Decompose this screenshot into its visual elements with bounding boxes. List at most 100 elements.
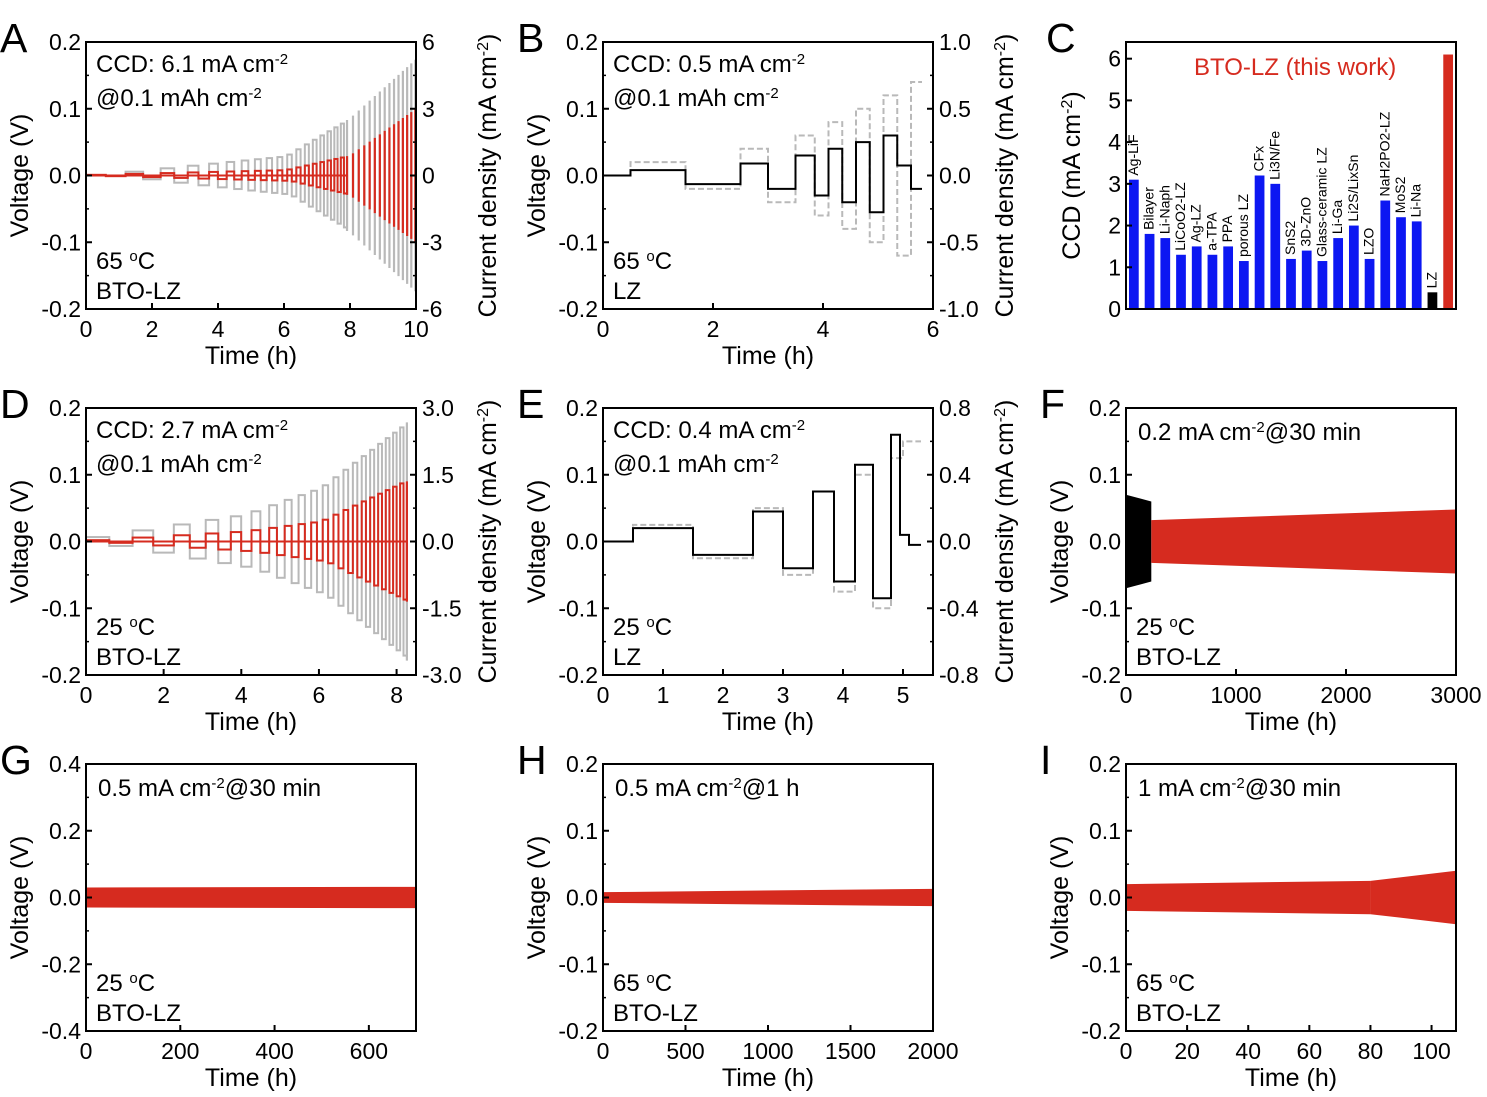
annotation-text: @1 h [742,775,800,802]
annotation-condition: 1 mA cm-2@30 min [1138,775,1341,803]
annotation-text: @0.1 mAh cm [613,85,765,112]
x-tick-label: 0 [1120,682,1133,708]
y-tick-label: 0.2 [1089,751,1121,777]
y-axis-label: CCD (mA cm-2) [1058,91,1086,259]
y-tick-label: -0.1 [558,229,598,255]
cycle-step [276,169,284,177]
voltage-band [1370,870,1456,925]
y2-tick-label: 6 [422,29,435,55]
cycle-step [384,489,391,543]
cycle-step [290,540,300,585]
annotation-text: CCD: 0.4 mA cm [613,417,792,444]
x-axis-label: Time (h) [1245,1064,1337,1092]
bar [1254,175,1265,309]
cycle-step [377,492,383,543]
annotation-temperature: 25 oC [613,614,672,642]
annotation-superscript: o [129,614,137,631]
bar [1380,200,1391,309]
axis-label-text: ) [1058,91,1086,99]
cycle-step [186,164,200,177]
panel-label: I [1040,737,1051,783]
cycle-step [142,174,162,179]
annotation-superscript: -2 [248,451,261,468]
cycle-step [360,500,367,543]
y2-tick-label: 1.0 [939,29,971,55]
x-tick-label: 1 [657,682,670,708]
annotation-superscript: o [129,970,137,987]
y-tick-label: 1 [1108,254,1121,280]
axis-label-text: Current density (mA cm [991,422,1019,683]
panel-label: G [0,737,32,783]
panel-A: -0.2 -0.1 0.0 0.1 0.2 -6 -3 0 3 6 0 2 4 6 8 10 Time (h) V… [0,15,502,370]
bar-label: LZ [1423,272,1439,289]
annotation-superscript: -2 [792,417,805,434]
annotation-superscript: -2 [792,51,805,68]
bar-label: LiCoO2-LZ [1172,182,1188,251]
y-tick-label: 0.2 [566,395,598,421]
annotation-sample: BTO-LZ [613,1000,698,1027]
axis-label-text: CCD (mA cm [1058,114,1086,260]
bar-label: SnS2 [1282,220,1298,254]
cycle-step [271,174,279,182]
x-tick-label: 3 [777,682,790,708]
cycle-step [297,523,306,543]
y-tick-label: -0.2 [558,662,598,688]
bar-label: CFx [1251,146,1267,172]
cycle-step [339,156,345,177]
annotation-text: @0.1 mAh cm [613,451,765,478]
x-tick-label: 2 [146,316,159,342]
cycle-step [307,174,314,187]
y2-axis-label: Current density (mA cm-2) [991,400,1019,684]
annotation-sample: BTO-LZ [96,1000,181,1027]
y-axis-label: Voltage (V) [523,480,551,604]
annotation-superscript: -2 [728,775,741,792]
cycle-step [303,164,310,177]
y2-axis-label: Current density (mA cm-2) [474,34,502,318]
bar-label: LZO [1361,228,1377,255]
y-tick-label: 0.1 [49,96,81,122]
x-tick-label: 1500 [825,1038,876,1064]
annotation-capacity: @0.1 mAh cm-2 [96,451,262,479]
bar-label: 3D-ZnO [1298,197,1314,247]
annotation-text: C [655,248,672,275]
x-tick-label: 4 [817,316,830,342]
cycle-step [204,518,220,543]
annotation-temperature: 25 oC [96,614,155,642]
voltage-band [1151,509,1456,574]
x-tick-label: 0 [80,1038,93,1064]
x-tick-label: 2 [157,682,170,708]
annotation-superscript: -2 [275,417,288,434]
voltage-band [86,886,416,909]
annotation-sample: BTO-LZ [96,278,181,305]
annotation-superscript: -2 [1231,775,1244,792]
voltage-band [1126,880,1371,915]
bar [1128,179,1139,309]
cycle-step [173,174,189,179]
annotation-temperature: 65 oC [613,248,672,276]
cycle-step [173,174,189,184]
cycle-step [216,174,228,181]
annotation-superscript: o [646,614,654,631]
plot-frame [1125,41,1457,310]
y-tick-label: 3 [1108,171,1121,197]
cycle-step [265,169,274,177]
annotation-superscript: o [646,248,654,265]
y-tick-label: 0.0 [566,885,598,911]
y-tick-label: -0.2 [558,296,598,322]
annotation-temperature: 65 oC [613,970,672,998]
x-tick-label: 0 [597,316,610,342]
annotation-superscript: o [646,970,654,987]
cycle-step [369,496,376,543]
x-tick-label: 2000 [907,1038,958,1064]
bar-label: Li-Ga [1329,200,1345,234]
bar-label: Bilayer [1141,187,1157,230]
x-tick-label: 20 [1174,1038,1200,1064]
voltage-series [603,134,922,214]
cycle-step [108,540,134,544]
y-tick-label: 0.2 [49,818,81,844]
y-tick-label: -0.2 [41,951,81,977]
cycle-step [217,540,232,551]
y2-tick-label: -3.0 [422,662,462,688]
bar [1301,250,1312,309]
annotation-superscript: -2 [765,451,778,468]
